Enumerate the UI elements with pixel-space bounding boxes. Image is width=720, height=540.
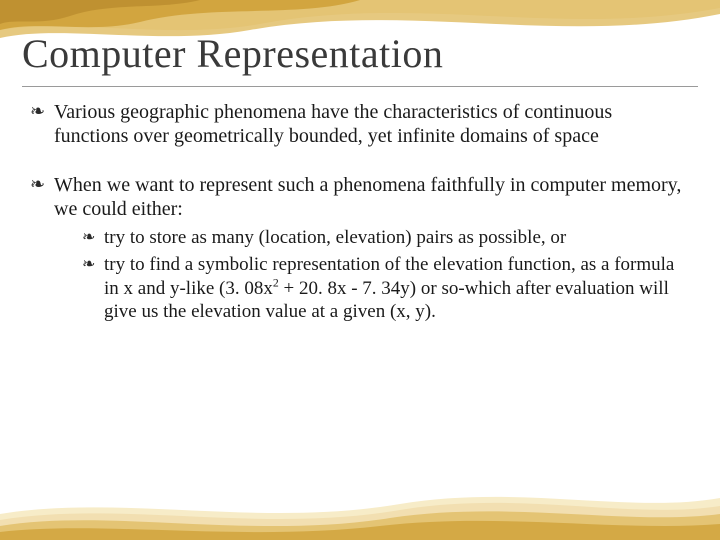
bullet-text: try to find a symbolic representation of… bbox=[104, 254, 674, 322]
ribbon-bottom-svg bbox=[0, 484, 720, 540]
bullet-text: Various geographic phenomena have the ch… bbox=[54, 101, 612, 147]
bullet-level2: try to find a symbolic representation of… bbox=[82, 253, 684, 324]
ribbon-bottom-decoration bbox=[0, 484, 720, 540]
title-underline bbox=[22, 86, 698, 87]
bullet-text: try to store as many (location, elevatio… bbox=[104, 227, 566, 248]
bullet-level1: Various geographic phenomena have the ch… bbox=[30, 100, 684, 149]
bullet-level2: try to store as many (location, elevatio… bbox=[82, 226, 684, 250]
bullet-text: When we want to represent such a phenome… bbox=[54, 174, 681, 220]
slide-body: Various geographic phenomena have the ch… bbox=[30, 100, 684, 348]
slide: Computer Representation Various geograph… bbox=[0, 0, 720, 540]
slide-title: Computer Representation bbox=[22, 30, 443, 77]
bullet-level1: When we want to represent such a phenome… bbox=[30, 173, 684, 324]
sub-bullet-group: try to store as many (location, elevatio… bbox=[54, 226, 684, 324]
